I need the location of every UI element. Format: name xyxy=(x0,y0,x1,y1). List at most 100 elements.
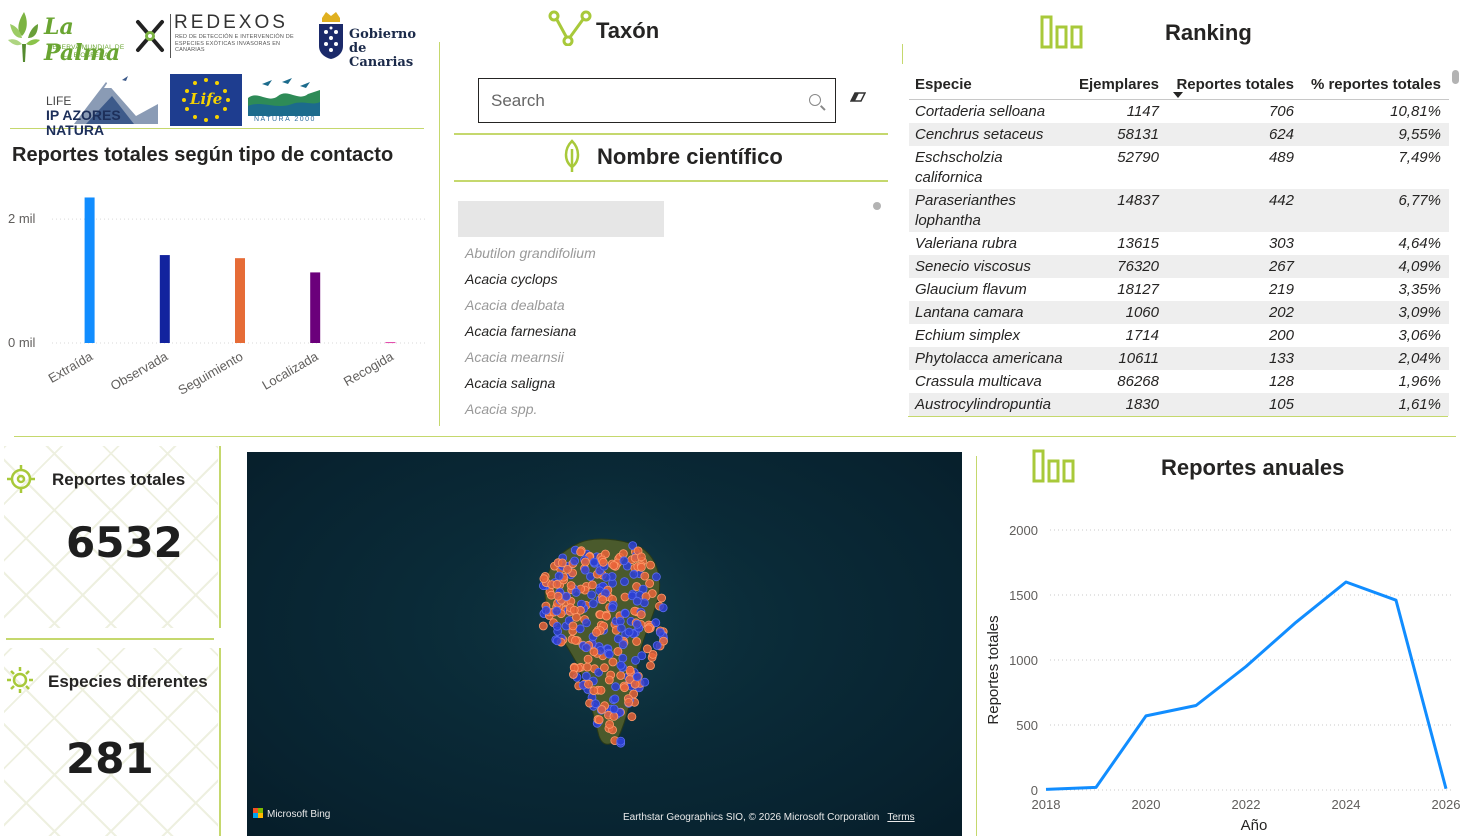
map-observation-point[interactable] xyxy=(636,552,646,562)
map-observation-point[interactable] xyxy=(609,561,619,570)
map-observation-point[interactable] xyxy=(631,655,640,665)
map-observation-point[interactable] xyxy=(657,593,667,603)
map-observation-point[interactable] xyxy=(571,612,581,622)
map-observation-point[interactable] xyxy=(598,595,608,605)
terms-link[interactable]: Terms xyxy=(887,812,915,823)
map-observation-point[interactable] xyxy=(582,662,592,672)
map-observation-point[interactable] xyxy=(627,712,637,722)
map-observation-point[interactable] xyxy=(652,641,662,650)
map-observation-point[interactable] xyxy=(538,621,548,631)
table-row[interactable]: Cortaderia selloana 1147 706 10,81% xyxy=(909,100,1449,123)
map-observation-point[interactable] xyxy=(611,682,621,692)
table-row[interactable]: Paraserianthes lophantha 14837 442 6,77% xyxy=(909,189,1449,232)
map-observation-point[interactable] xyxy=(568,670,578,679)
table-row[interactable]: Austrocylindropuntia 1830 105 1,61% xyxy=(909,393,1449,416)
map-observation-point[interactable] xyxy=(581,671,591,681)
map-observation-point[interactable] xyxy=(601,572,611,582)
map-observation-point[interactable] xyxy=(613,647,623,656)
map-observation-point[interactable] xyxy=(640,677,650,687)
map-observation-point[interactable] xyxy=(570,556,580,566)
clear-selection-eraser-icon[interactable] xyxy=(850,92,866,102)
map-observation-point[interactable] xyxy=(594,667,604,677)
map-observation-point[interactable] xyxy=(597,705,607,714)
list-item[interactable]: Abutilon grandifolium xyxy=(465,245,596,261)
table-row[interactable]: Lantana camara 1060 202 3,09% xyxy=(909,301,1449,324)
sort-descending-icon[interactable] xyxy=(1173,92,1183,98)
map-observation-point[interactable] xyxy=(620,609,630,618)
search-icon[interactable] xyxy=(809,94,821,106)
map-observation-point[interactable] xyxy=(596,685,606,695)
map-observation-point[interactable] xyxy=(576,547,586,557)
map-observation-point[interactable] xyxy=(582,618,591,628)
bar-extraída[interactable] xyxy=(84,197,95,343)
map-observation-point[interactable] xyxy=(644,624,654,634)
bar-observada[interactable] xyxy=(159,255,170,343)
map-observation-point[interactable] xyxy=(539,574,549,584)
map-observation-point[interactable] xyxy=(646,560,655,570)
list-item[interactable]: Acacia spp. xyxy=(465,401,538,417)
map-observation-point[interactable] xyxy=(557,558,567,568)
list-item[interactable]: Acacia saligna xyxy=(465,375,556,391)
list-item[interactable]: Acacia farnesiana xyxy=(465,323,577,339)
table-row[interactable]: Valeriana rubra 13615 303 4,64% xyxy=(909,232,1449,255)
map-observation-point[interactable] xyxy=(651,618,661,628)
map-observation-point[interactable] xyxy=(646,661,655,671)
table-row[interactable]: Phytolacca americana 10611 133 2,04% xyxy=(909,347,1449,370)
map-observation-point[interactable] xyxy=(580,565,590,575)
search-input[interactable] xyxy=(491,89,791,113)
map-observation-point[interactable] xyxy=(552,579,562,589)
map-observation-point[interactable] xyxy=(589,647,599,657)
map-observation-point[interactable] xyxy=(630,679,640,689)
map-observation-point[interactable] xyxy=(581,643,591,653)
column-header-porcentaje[interactable]: % reportes totales xyxy=(1310,76,1441,93)
table-scrollbar[interactable] xyxy=(1452,70,1459,84)
bar-seguimiento[interactable] xyxy=(235,258,245,343)
map-observation-point[interactable] xyxy=(608,657,618,667)
map-observation-point[interactable] xyxy=(583,654,593,664)
map-observation-point[interactable] xyxy=(541,605,551,615)
map-observation-point[interactable] xyxy=(618,640,628,650)
map-observation-point[interactable] xyxy=(609,704,619,714)
map-observation-point[interactable] xyxy=(658,603,668,613)
map-observation-point[interactable] xyxy=(552,636,562,646)
map-observation-point[interactable] xyxy=(604,649,614,659)
list-item[interactable]: Acacia mearnsii xyxy=(465,349,564,365)
map-observation-point[interactable] xyxy=(571,635,580,645)
map-observation-point[interactable] xyxy=(632,619,642,629)
map-observation-point[interactable] xyxy=(580,557,590,567)
map-observation-point[interactable] xyxy=(608,603,617,613)
map-observation-point[interactable] xyxy=(640,571,650,581)
table-row[interactable]: Eschscholzia californica 52790 489 7,49% xyxy=(909,146,1449,189)
map-observation-point[interactable] xyxy=(587,590,597,600)
map-observation-point[interactable] xyxy=(616,671,626,680)
table-row[interactable]: Echium simplex 1714 200 3,06% xyxy=(909,324,1449,347)
map-observation-point[interactable] xyxy=(636,610,646,620)
map-observation-point[interactable] xyxy=(588,599,598,609)
map-observation-point[interactable] xyxy=(659,636,668,646)
map-observation-point[interactable] xyxy=(589,686,599,696)
map-observation-point[interactable] xyxy=(571,587,581,597)
map-observation-point[interactable] xyxy=(655,627,665,637)
map-observation-point[interactable] xyxy=(628,541,638,550)
map-observation-point[interactable] xyxy=(648,649,658,659)
map-observation-point[interactable] xyxy=(609,711,619,721)
map-observation-point[interactable] xyxy=(620,592,630,602)
taxon-search-box[interactable] xyxy=(478,78,836,123)
map-observation-point[interactable] xyxy=(632,637,642,646)
map-observation-point[interactable] xyxy=(624,697,634,707)
observations-map[interactable]: Microsoft Bing Earthstar Geographics SIO… xyxy=(247,452,962,836)
table-row[interactable]: Cenchrus setaceus 58131 624 9,55% xyxy=(909,123,1449,146)
map-observation-point[interactable] xyxy=(566,581,576,590)
map-observation-point[interactable] xyxy=(552,606,562,616)
column-header-especie[interactable]: Especie xyxy=(915,76,972,93)
map-observation-point[interactable] xyxy=(602,611,611,621)
map-observation-point[interactable] xyxy=(568,621,578,631)
series-line[interactable] xyxy=(1045,580,1448,791)
map-observation-point[interactable] xyxy=(604,675,614,685)
map-observation-point[interactable] xyxy=(636,562,646,572)
map-observation-point[interactable] xyxy=(651,572,661,582)
map-observation-point[interactable] xyxy=(598,557,608,567)
map-observation-point[interactable] xyxy=(613,634,623,644)
map-observation-point[interactable] xyxy=(620,577,629,587)
map-observation-point[interactable] xyxy=(554,571,564,581)
